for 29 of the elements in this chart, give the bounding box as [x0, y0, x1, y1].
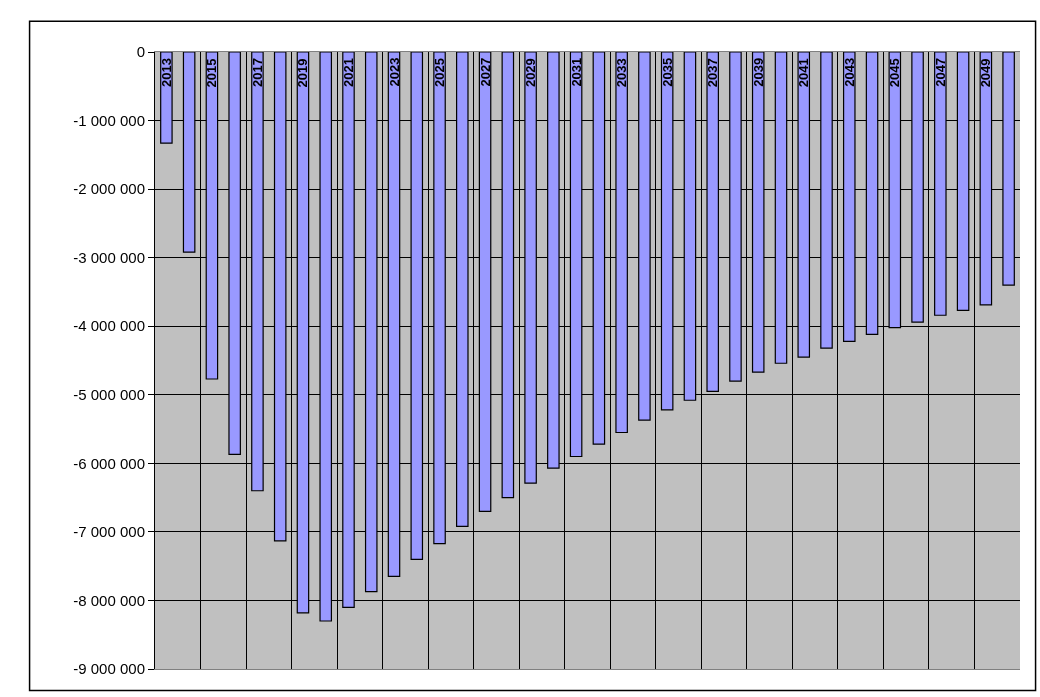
y-tick-label: -6 000 000: [73, 454, 145, 472]
x-tick-label: 2043: [841, 57, 857, 87]
x-tick-label: 2015: [204, 58, 220, 88]
y-tick-label: 0: [136, 43, 145, 61]
y-tick-label: -3 000 000: [73, 248, 145, 266]
y-tick-label: -9 000 000: [73, 660, 145, 678]
x-tick-label: 2017: [249, 58, 265, 87]
y-tick-label: -1 000 000: [73, 111, 145, 129]
y-tick-label: -7 000 000: [73, 523, 145, 541]
x-tick-label: 2035: [659, 57, 675, 87]
x-tick-label: 2021: [340, 58, 356, 87]
x-tick-label: 2037: [705, 58, 721, 88]
x-tick-label: 2041: [796, 58, 812, 88]
x-tick-label: 2047: [932, 57, 948, 87]
x-tick-label: 2039: [750, 57, 766, 87]
x-tick-label: 2023: [386, 57, 402, 87]
y-tick-label: -8 000 000: [73, 591, 145, 609]
y-tick-label: -2 000 000: [73, 180, 145, 198]
y-tick-label: -4 000 000: [73, 317, 145, 335]
x-tick-label: 2025: [432, 58, 448, 88]
x-tick-label: 2033: [614, 58, 630, 88]
x-tick-label: 2013: [158, 57, 174, 87]
x-tick-label: 2045: [887, 58, 903, 88]
x-tick-label: 2049: [978, 58, 994, 88]
x-tick-label: 2027: [477, 57, 493, 87]
x-tick-label: 2019: [295, 58, 311, 88]
x-tick-label: 2031: [568, 57, 584, 87]
x-tick-label: 2029: [523, 58, 539, 88]
y-tick-label: -5 000 000: [73, 386, 145, 404]
